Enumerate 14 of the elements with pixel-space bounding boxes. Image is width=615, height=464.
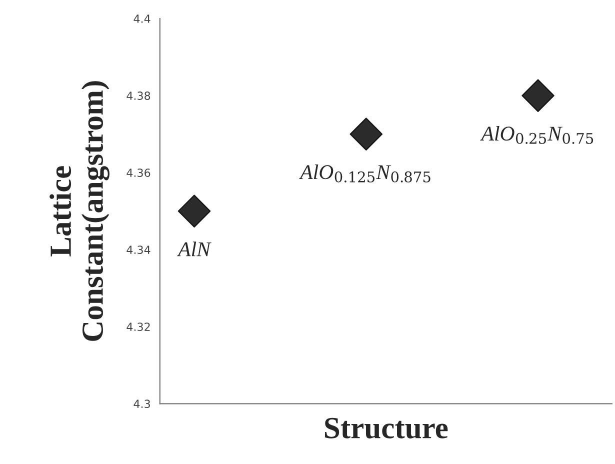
- annotation: AlN: [176, 242, 212, 256]
- y-tick-label: 4.36: [126, 168, 150, 177]
- point: [522, 79, 554, 112]
- x-axis-title: Structure: [325, 418, 448, 438]
- y-tick-label: 4.4: [134, 14, 150, 23]
- y-tick-label: 4.32: [126, 322, 150, 332]
- y-tick-label: 4.38: [126, 92, 150, 100]
- y-tick-label: 4.3: [134, 400, 150, 408]
- y-axis-title: Lattice Constant(angstrom): [50, 81, 110, 341]
- point: [178, 194, 211, 228]
- annotation: AlO$_{0.25}$N$_{0.75}$: [480, 126, 594, 144]
- y-tick-label: 4.34: [126, 246, 150, 254]
- point: [350, 118, 383, 150]
- annotation: AlO$_{0.125}$N$_{0.875}$: [298, 164, 430, 182]
